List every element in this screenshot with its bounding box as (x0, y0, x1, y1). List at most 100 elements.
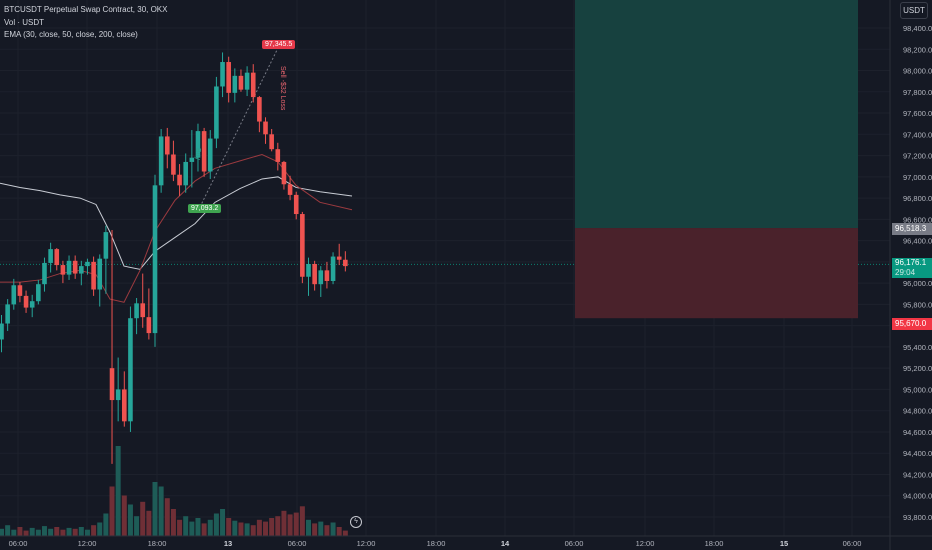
candle-body (164, 136, 170, 155)
candle-body (281, 161, 287, 185)
volume-bar (48, 528, 54, 536)
volume-bar (238, 522, 244, 536)
symbol-title[interactable]: BTCUSDT Perpetual Swap Contract, 30, OKX (4, 5, 168, 14)
y-tick-label: 95,200.0 (903, 364, 932, 373)
volume-bar (232, 520, 238, 536)
candle-body (263, 121, 268, 135)
candle-body (36, 284, 41, 302)
volume-bar (287, 514, 293, 536)
volume-bar (195, 518, 201, 536)
candle-body (115, 389, 121, 401)
volume-bar (330, 522, 336, 536)
volume-bar (66, 527, 72, 536)
candle-body (60, 265, 66, 275)
y-tick-label: 94,000.0 (903, 492, 932, 501)
volume-bar (158, 486, 164, 536)
volume-bar (201, 523, 207, 536)
volume-bar (318, 521, 324, 536)
volume-legend[interactable]: Vol · USDT (4, 18, 45, 27)
volume-bar (281, 510, 287, 536)
long-position-tool[interactable] (575, 0, 858, 319)
x-tick-label: 18:00 (705, 539, 724, 548)
volume-bar (299, 506, 305, 536)
candle-body (318, 270, 324, 285)
ema-legend[interactable]: EMA (30, close, 50, close, 200, close) (4, 30, 138, 39)
candle-body (128, 318, 133, 422)
candle-body (269, 134, 274, 150)
candle-body (72, 260, 78, 274)
x-tick-label: 06:00 (288, 539, 307, 548)
candle-body (257, 97, 262, 122)
volume-bar (5, 525, 11, 536)
candles (0, 52, 348, 464)
y-tick-label: 97,000.0 (903, 173, 932, 182)
volume-bar (11, 529, 17, 536)
candle-body (177, 174, 182, 186)
volume-bar (134, 516, 140, 536)
candle-body (220, 62, 225, 87)
time-axis[interactable]: 06:00 12:00 18:00 13 06:00 12:00 18:00 14 06:00 1… (0, 535, 932, 548)
candle-countdown: 29:04 (895, 268, 916, 277)
candle-body (226, 62, 231, 93)
candle-body (312, 263, 317, 285)
stop-price-tag: 95,670.0 (892, 318, 932, 330)
volume-bar (115, 446, 121, 536)
candle-body (103, 232, 109, 259)
volume-bar (342, 530, 348, 536)
candle-body (244, 72, 250, 90)
volume-bar (220, 509, 226, 536)
x-tick-label: 18:00 (148, 539, 167, 548)
candle-body (300, 214, 305, 277)
candle-body (146, 317, 152, 334)
lightning-icon[interactable]: ϟ (350, 516, 362, 528)
volume-bar (226, 518, 232, 536)
x-tick-label: 06:00 (843, 539, 862, 548)
volume-bar (103, 513, 109, 536)
candle-body (287, 184, 293, 195)
candle-body (195, 131, 201, 158)
y-tick-label: 98,400.0 (903, 24, 932, 33)
y-tick-label: 97,600.0 (903, 109, 932, 118)
candle-body (336, 256, 342, 260)
x-tick-label: 06:00 (565, 539, 584, 548)
currency-button[interactable]: USDT (900, 2, 928, 19)
buy-marker-label: Buy (194, 148, 201, 161)
candle-body (97, 258, 103, 290)
volume-bar (263, 521, 269, 536)
y-tick-label: 94,800.0 (903, 407, 932, 416)
candle-body (134, 303, 139, 319)
candle-body (207, 138, 213, 172)
y-tick-label: 96,400.0 (903, 237, 932, 246)
exit-price-label: 97,345.5 (262, 40, 296, 49)
volume-bar (269, 518, 275, 536)
current-price-tag: 96,176.1 29:04 (892, 258, 932, 278)
volume-bar (177, 519, 183, 536)
volume-bar (164, 498, 170, 536)
candle-body (54, 249, 60, 266)
x-tick-label: 18:00 (427, 539, 446, 548)
y-tick-label: 97,800.0 (903, 88, 932, 97)
x-tick-label: 06:00 (9, 539, 28, 548)
volume-bar (244, 523, 250, 536)
y-tick-label: 93,800.0 (903, 513, 932, 522)
y-tick-label: 95,400.0 (903, 343, 932, 352)
y-tick-label: 94,200.0 (903, 470, 932, 479)
target-price-tag: 96,518.3 (892, 223, 932, 235)
volume-bar (250, 525, 256, 536)
volume-bar (140, 501, 146, 536)
y-tick-label: 98,200.0 (903, 45, 932, 54)
volume-bar (189, 521, 195, 536)
candle-body (48, 249, 53, 263)
volume-bar (60, 529, 66, 536)
volume-bar (275, 516, 281, 536)
candle-body (79, 266, 84, 274)
current-price-value: 96,176.1 (895, 258, 927, 267)
sell-marker-label: Sell -$32 Loss (279, 66, 286, 111)
candle-body (189, 157, 195, 162)
candle-body (91, 261, 96, 290)
candle-body (343, 259, 348, 267)
y-tick-label: 98,000.0 (903, 67, 932, 76)
trade-connector (199, 49, 278, 208)
candle-body (330, 256, 336, 282)
